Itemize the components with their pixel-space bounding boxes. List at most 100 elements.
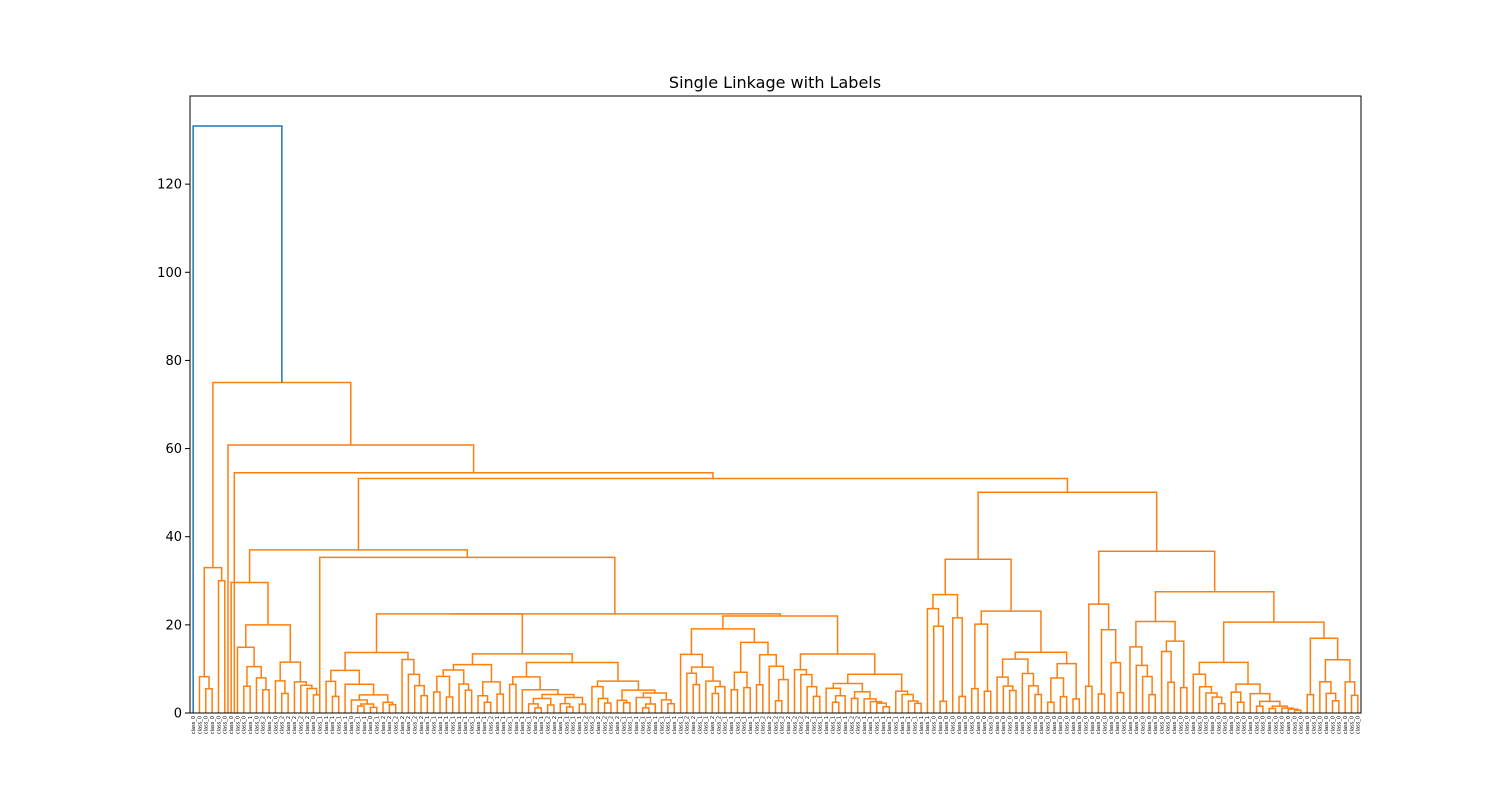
dendrogram-link bbox=[442, 669, 465, 684]
leaf-label: class_0 bbox=[242, 716, 248, 734]
dendrogram-link bbox=[565, 706, 574, 713]
dendrogram-link bbox=[255, 677, 267, 713]
dendrogram-link bbox=[1249, 692, 1271, 713]
leaf-label: class_2 bbox=[533, 716, 539, 734]
dendrogram-link bbox=[834, 695, 846, 713]
dendrogram-link bbox=[1344, 681, 1356, 713]
dendrogram-link bbox=[388, 703, 397, 713]
dendrogram-link bbox=[1059, 695, 1068, 713]
dendrogram-link bbox=[799, 653, 876, 675]
dendrogram-link bbox=[246, 665, 262, 687]
leaf-label: class_0 bbox=[1311, 716, 1317, 734]
dendrogram-link bbox=[227, 444, 475, 713]
leaf-label: class_1 bbox=[830, 716, 836, 734]
leaf-label: class_2 bbox=[394, 716, 400, 734]
dendrogram-link bbox=[714, 685, 726, 713]
leaf-label: class_0 bbox=[1286, 716, 1292, 734]
leaf-label: class_0 bbox=[938, 716, 944, 734]
leaf-label: class_0 bbox=[1115, 716, 1121, 734]
dendrogram-link bbox=[1235, 683, 1261, 694]
dendrogram-link bbox=[262, 688, 270, 713]
dendrogram-link bbox=[939, 700, 948, 713]
leaf-label: class_1 bbox=[628, 716, 634, 734]
dendrogram-link bbox=[958, 695, 967, 713]
leaf-label: class_2 bbox=[267, 716, 273, 734]
dendrogram-link bbox=[1154, 591, 1275, 623]
dendrogram-link bbox=[375, 613, 524, 654]
leaf-label: class_0 bbox=[229, 716, 235, 734]
leaf-label: class_0 bbox=[957, 716, 963, 734]
dendrogram-link bbox=[1205, 692, 1218, 713]
dendrogram-link bbox=[831, 701, 840, 713]
dendrogram-link bbox=[692, 683, 701, 713]
leaf-label: class_2 bbox=[406, 716, 412, 734]
leaf-label: class_1 bbox=[666, 716, 672, 734]
leaf-label: class_1 bbox=[640, 716, 646, 734]
dendrogram-link bbox=[1097, 693, 1106, 713]
leaf-label: class_0 bbox=[1058, 716, 1064, 734]
leaf-label: class_0 bbox=[1001, 716, 1007, 734]
leaf-label: class_1 bbox=[900, 716, 906, 734]
dendrogram-link bbox=[230, 581, 269, 713]
leaf-label: class_1 bbox=[482, 716, 488, 734]
dendrogram-link bbox=[1001, 658, 1029, 678]
dendrogram-link bbox=[1050, 677, 1065, 703]
dendrogram-link bbox=[983, 690, 992, 713]
dendrogram-link bbox=[521, 689, 559, 713]
leaf-label: class_1 bbox=[647, 716, 653, 734]
leaf-label: class_0 bbox=[1039, 716, 1045, 734]
leaf-label: class_0 bbox=[1267, 716, 1273, 734]
y-axis: 0 20 40 60 80 100 120 bbox=[157, 178, 190, 722]
leaf-label: class_2 bbox=[799, 716, 805, 734]
leaf-label: class_0 bbox=[1324, 716, 1330, 734]
leaf-label: class_1 bbox=[678, 716, 684, 734]
dendrogram-link bbox=[452, 663, 493, 682]
leaf-label: class_0 bbox=[273, 716, 279, 734]
y-tick-label: 60 bbox=[165, 442, 182, 457]
leaf-label: class_0 bbox=[1280, 716, 1286, 734]
dendrogram-link bbox=[1100, 628, 1117, 694]
dendrogram-link bbox=[525, 661, 619, 682]
leaf-label: class_1 bbox=[514, 716, 520, 734]
dendrogram-link bbox=[496, 693, 505, 713]
dendrogram-link bbox=[641, 707, 650, 713]
dendrogram-link bbox=[243, 685, 251, 713]
leaf-label: class_1 bbox=[444, 716, 450, 734]
leaf-label: class_0 bbox=[1020, 716, 1026, 734]
dendrogram-link bbox=[1021, 672, 1035, 713]
leaf-label: class_0 bbox=[1102, 716, 1108, 734]
leaf-label: class_1 bbox=[704, 716, 710, 734]
leaf-label: class_2 bbox=[299, 716, 305, 734]
leaf-label: class_1 bbox=[672, 716, 678, 734]
dendrogram-link bbox=[281, 692, 289, 713]
dendrogram-link bbox=[1309, 637, 1339, 695]
dendrogram-link bbox=[420, 694, 429, 713]
dendrogram-link bbox=[205, 688, 213, 713]
dendrogram-link bbox=[559, 702, 571, 713]
leaf-label: class_0 bbox=[1273, 716, 1279, 734]
leaf-label: class_2 bbox=[716, 716, 722, 734]
leaf-label: class_1 bbox=[431, 716, 437, 734]
y-tick-label: 120 bbox=[157, 178, 182, 193]
leaf-label: class_1 bbox=[362, 716, 368, 734]
leaf-label: class_0 bbox=[963, 716, 969, 734]
leaf-label: class_0 bbox=[1210, 716, 1216, 734]
y-tick-label: 40 bbox=[165, 530, 182, 545]
dendrogram-link bbox=[508, 683, 517, 713]
dendrogram-link bbox=[546, 704, 555, 713]
leaf-label: class_0 bbox=[191, 716, 197, 734]
dendrogram-link bbox=[432, 691, 441, 713]
dendrogram-link bbox=[705, 680, 721, 713]
leaf-label: class_0 bbox=[1318, 716, 1324, 734]
leaf-label: class_0 bbox=[223, 716, 229, 734]
chart-title: Single Linkage with Labels bbox=[669, 73, 881, 92]
dendrogram-link bbox=[1287, 708, 1299, 713]
leaf-label: class_2 bbox=[773, 716, 779, 734]
dendrogram-link bbox=[951, 617, 963, 713]
leaf-label: class_1 bbox=[324, 716, 330, 734]
dendrogram-link bbox=[1236, 701, 1245, 713]
leaf-label: class_0 bbox=[216, 716, 222, 734]
leaf-label: class_0 bbox=[1090, 716, 1096, 734]
dendrogram-link bbox=[850, 697, 859, 713]
leaf-label: class_1 bbox=[843, 716, 849, 734]
